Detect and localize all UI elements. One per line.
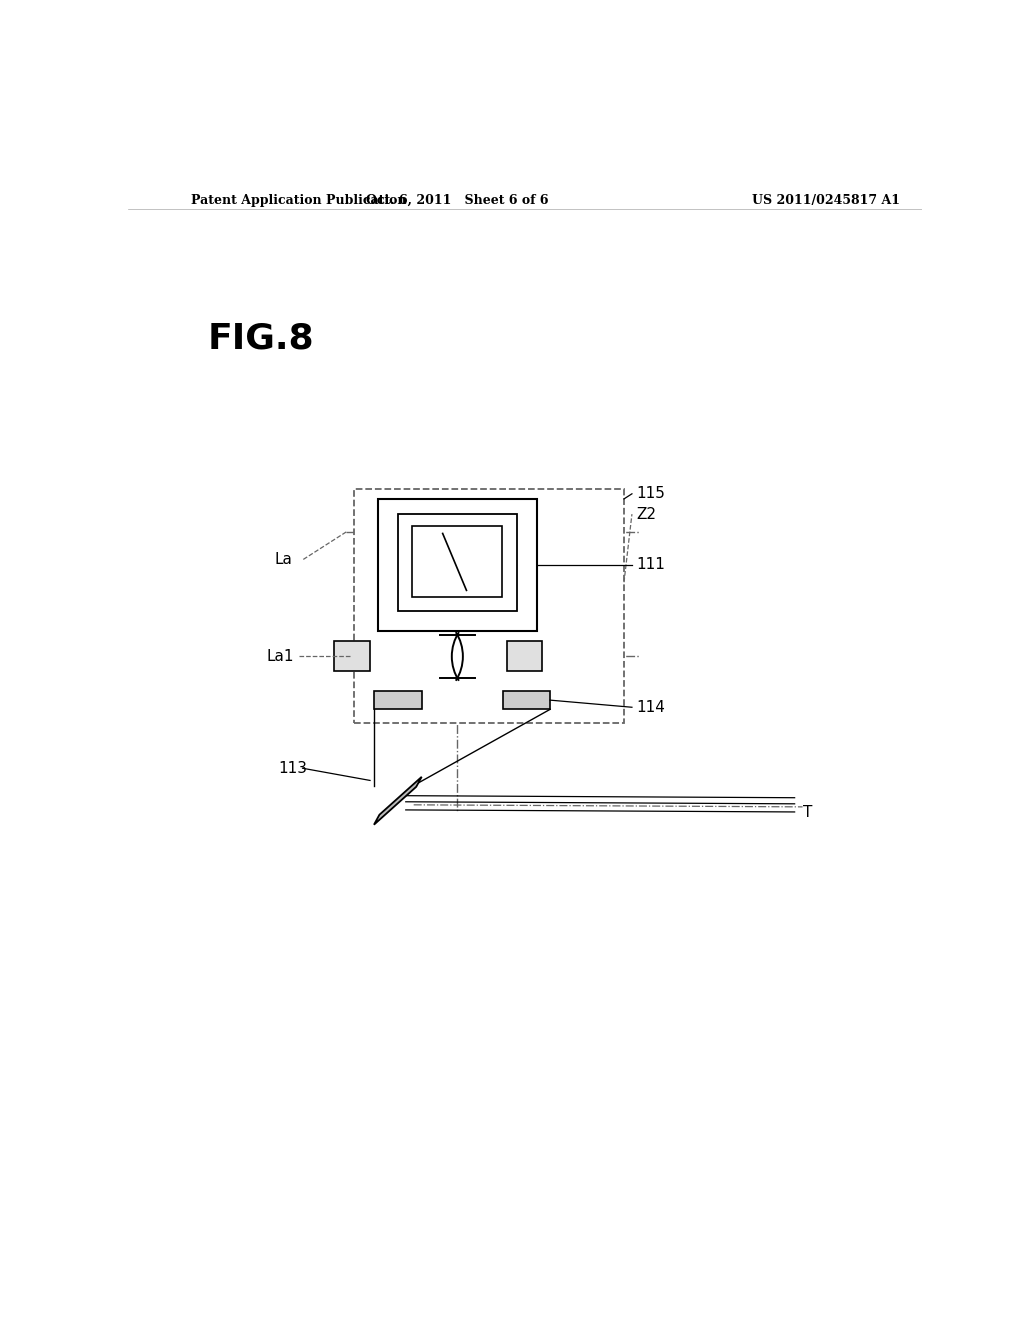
Text: 111: 111	[636, 557, 665, 573]
Text: Patent Application Publication: Patent Application Publication	[191, 194, 407, 207]
Text: La1: La1	[267, 649, 294, 664]
Text: La: La	[274, 552, 293, 568]
Bar	[374, 690, 422, 709]
Text: 114: 114	[636, 700, 665, 714]
Bar	[378, 499, 537, 631]
Text: Z2: Z2	[636, 507, 656, 521]
Text: FIG.8: FIG.8	[207, 321, 314, 355]
Text: T: T	[803, 805, 812, 821]
Bar	[503, 690, 550, 709]
Bar	[412, 527, 502, 598]
Ellipse shape	[396, 635, 519, 677]
Bar	[507, 642, 543, 672]
Text: Oct. 6, 2011   Sheet 6 of 6: Oct. 6, 2011 Sheet 6 of 6	[367, 194, 549, 207]
Text: 115: 115	[636, 486, 665, 502]
Text: 113: 113	[279, 760, 308, 776]
Bar	[354, 488, 624, 722]
Polygon shape	[374, 777, 422, 825]
Bar	[334, 642, 370, 672]
Text: US 2011/0245817 A1: US 2011/0245817 A1	[753, 194, 900, 207]
Bar	[397, 515, 517, 611]
